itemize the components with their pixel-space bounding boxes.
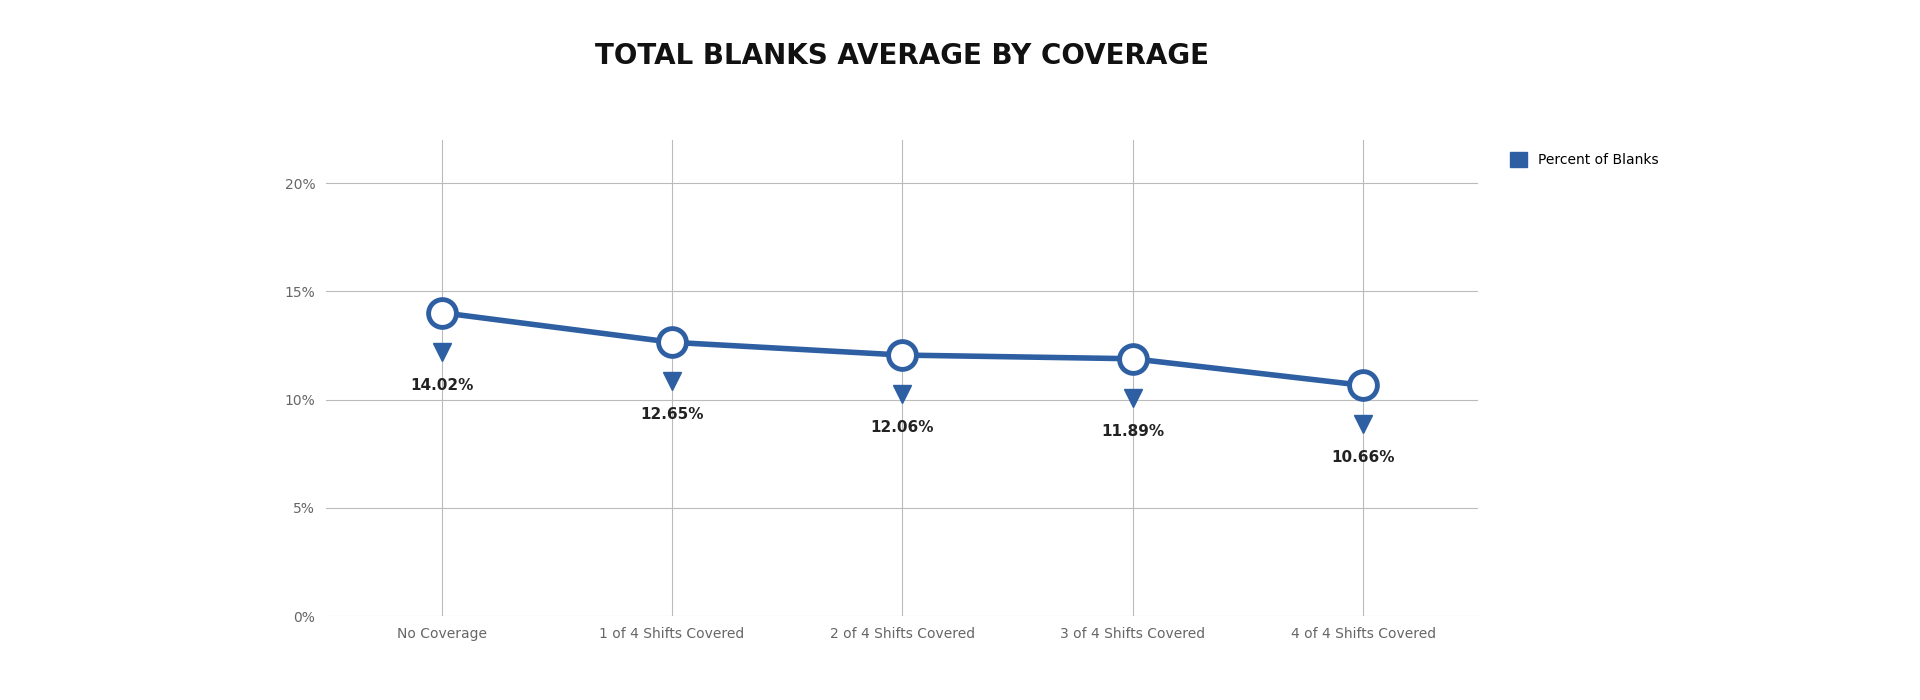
- Text: 10.66%: 10.66%: [1331, 450, 1396, 466]
- Legend: Percent of Blanks: Percent of Blanks: [1505, 147, 1665, 173]
- Text: 12.06%: 12.06%: [870, 420, 935, 435]
- Text: 11.89%: 11.89%: [1102, 424, 1164, 439]
- Text: TOTAL BLANKS AVERAGE BY COVERAGE: TOTAL BLANKS AVERAGE BY COVERAGE: [595, 42, 1210, 70]
- Text: 14.02%: 14.02%: [409, 377, 474, 393]
- Text: 12.65%: 12.65%: [639, 407, 705, 422]
